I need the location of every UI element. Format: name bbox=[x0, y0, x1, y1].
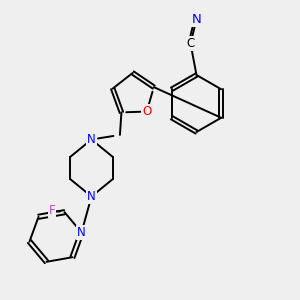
Text: C: C bbox=[186, 37, 195, 50]
Text: N: N bbox=[87, 133, 96, 146]
Text: N: N bbox=[87, 190, 96, 203]
Text: N: N bbox=[192, 13, 201, 26]
Text: F: F bbox=[49, 204, 55, 217]
Text: N: N bbox=[77, 226, 86, 239]
Text: O: O bbox=[142, 105, 152, 118]
